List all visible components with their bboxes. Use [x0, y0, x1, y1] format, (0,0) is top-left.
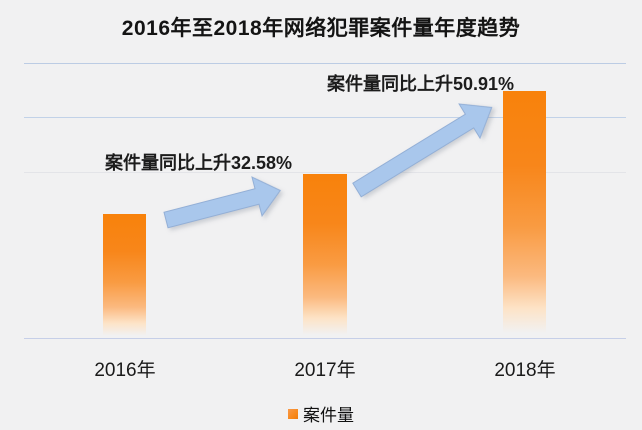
annotation-growth-2017: 案件量同比上升32.58%	[105, 153, 293, 173]
gridline-lower	[24, 172, 626, 173]
bar-2017	[303, 174, 347, 338]
legend-swatch-icon	[288, 408, 298, 419]
legend: 案件量	[0, 401, 642, 426]
annotation-growth-2018: 案件量同比上升50.91%	[327, 74, 515, 94]
bar-2018	[503, 91, 546, 338]
chart-title: 2016年至2018年网络犯罪案件量年度趋势	[121, 17, 521, 40]
legend-label: 案件量	[303, 406, 354, 425]
growth-arrow-2016-to-2017	[163, 176, 281, 229]
gridline-middle	[24, 117, 626, 118]
gridline-top	[24, 63, 626, 64]
growth-arrow-2017-to-2018	[352, 103, 493, 198]
x-axis-label-2017: 2017年	[294, 360, 356, 381]
x-axis-label-2016: 2016年	[94, 360, 156, 381]
x-axis-line	[24, 338, 626, 339]
bar-2016	[103, 214, 146, 338]
x-axis-label-2018: 2018年	[494, 360, 556, 381]
